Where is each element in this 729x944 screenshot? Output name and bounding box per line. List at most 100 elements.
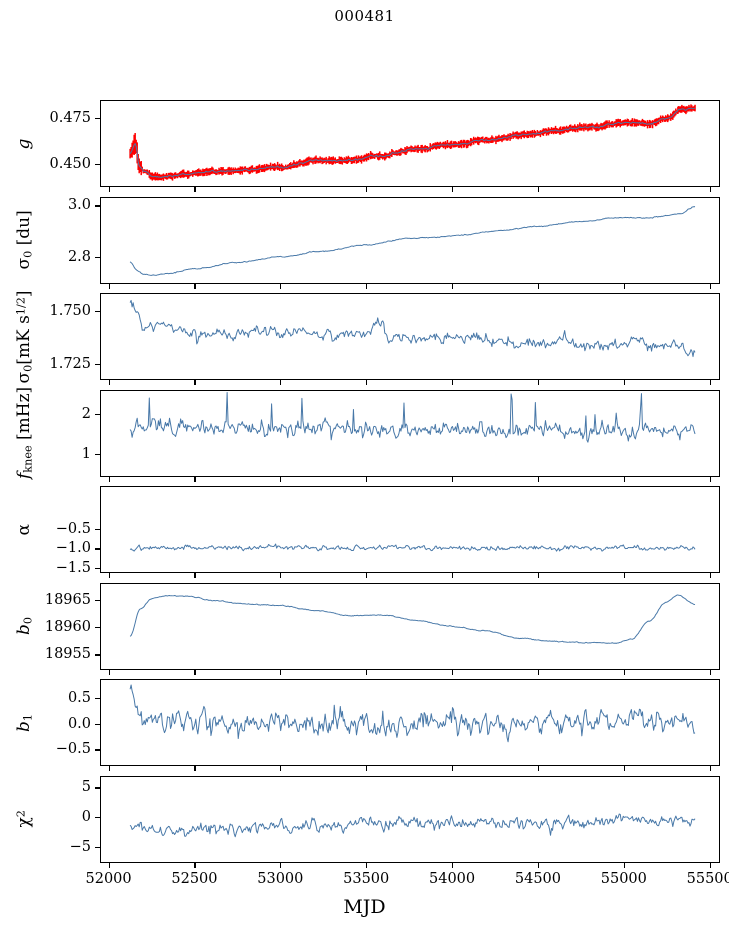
x-tick-mark [280,862,282,868]
x-tick-label: 53500 [343,870,390,887]
x-tick-mark [108,669,110,675]
figure-title: 000481 [334,7,395,25]
x-tick-mark [194,573,196,578]
x-tick-mark [452,476,454,482]
x-tick-label: 52000 [85,870,132,887]
x-tick-mark [709,380,711,385]
y-tick-label-b0: 18960 [44,619,91,636]
y-tick-mark [95,749,100,751]
y-tick-mark [95,364,100,366]
x-tick-mark [108,573,110,578]
x-tick-mark [709,573,711,578]
y-axis-label-chi2: χ2 [14,810,34,828]
errorbar-group [129,104,696,181]
x-tick-mark [537,669,540,675]
x-tick-mark [452,283,454,289]
y-tick-mark [95,205,100,207]
x-tick-mark [623,862,625,868]
y-tick-label-alpha: −1.5 [55,560,91,577]
x-tick-mark [709,766,711,771]
y-axis-label-alpha: α [14,523,34,535]
x-tick-label: 54000 [428,870,476,887]
y-tick-mark [95,847,100,849]
x-tick-mark [280,669,282,675]
x-tick-mark [194,476,196,482]
data-line-alpha [129,543,696,552]
x-tick-mark [194,380,196,385]
plot-panel-sigma0_du [100,196,720,284]
x-tick-label: 53000 [257,870,304,887]
y-axis-label-b0: b0 [14,616,35,635]
x-tick-mark [366,862,368,868]
y-tick-label-fknee: 1 [81,445,91,462]
x-tick-mark [709,283,711,289]
x-tick-label: 55000 [600,870,647,887]
x-tick-mark [623,669,625,675]
plot-panel-fknee [100,389,720,477]
x-tick-mark [709,476,711,482]
y-tick-mark [95,414,100,416]
x-tick-mark [194,862,196,868]
data-line-b1 [129,684,696,743]
x-tick-label: 54500 [514,870,562,887]
y-tick-label-chi2: 0 [81,809,91,826]
x-tick-mark [280,476,282,482]
data-line-chi2 [129,813,696,837]
x-tick-mark [194,283,196,289]
x-tick-mark [280,573,282,578]
x-tick-label: 52500 [171,870,218,887]
y-axis-label-b1: b1 [14,713,35,732]
y-tick-mark [95,600,100,602]
x-tick-mark [108,187,110,192]
y-tick-label-gain: 0.450 [49,155,91,172]
data-line-gain [129,107,696,178]
y-tick-mark [95,723,100,725]
x-tick-mark [194,187,196,192]
plot-panel-alpha [100,486,720,573]
y-tick-mark [95,627,100,629]
y-tick-label-b0: 18965 [44,592,91,609]
y-axis-label-fknee: fknee [mHz] [14,386,35,479]
x-tick-mark [280,187,282,192]
x-tick-mark [623,476,625,482]
x-tick-mark [194,669,196,675]
y-tick-label-sigma0_du: 3.0 [67,197,91,214]
data-line-fknee [129,391,696,443]
x-tick-mark [280,283,282,289]
y-tick-mark [95,548,100,550]
y-tick-mark [95,256,100,258]
x-tick-mark [623,573,625,578]
plot-panel-b0 [100,582,720,670]
plot-panel-b1 [100,679,720,766]
x-tick-mark [108,283,110,289]
x-tick-mark [537,283,540,289]
y-tick-mark [95,817,100,819]
plot-panel-sigma0_mk [100,293,720,380]
x-tick-mark [366,283,368,289]
x-tick-mark [452,573,454,578]
x-tick-mark [452,187,454,192]
x-tick-mark [452,669,454,675]
y-tick-label-b0: 18955 [44,646,91,663]
x-tick-mark [623,766,625,771]
x-tick-mark [366,573,368,578]
y-tick-label-fknee: 2 [81,406,91,423]
x-tick-mark [537,862,540,868]
x-tick-mark [108,862,110,868]
y-tick-mark [95,311,100,313]
x-tick-label: 55500 [686,870,729,887]
plot-panel-gain [100,100,720,187]
x-tick-mark [452,380,454,385]
y-tick-label-sigma0_du: 2.8 [67,248,91,265]
data-line-sigma0_du [129,205,696,276]
y-tick-label-gain: 0.475 [49,109,91,126]
y-tick-label-sigma0_mk: 1.725 [49,356,91,373]
x-tick-mark [537,476,540,482]
data-line-b0 [129,593,696,644]
x-tick-mark [709,862,711,868]
y-tick-label-b1: 0.0 [67,715,91,732]
x-tick-mark [366,380,368,385]
x-tick-mark [537,573,540,578]
y-tick-label-chi2: −5 [69,839,91,855]
